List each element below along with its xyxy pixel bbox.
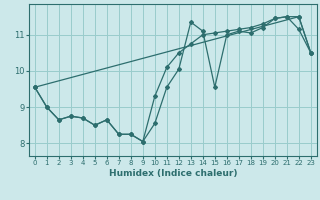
X-axis label: Humidex (Indice chaleur): Humidex (Indice chaleur)	[108, 169, 237, 178]
